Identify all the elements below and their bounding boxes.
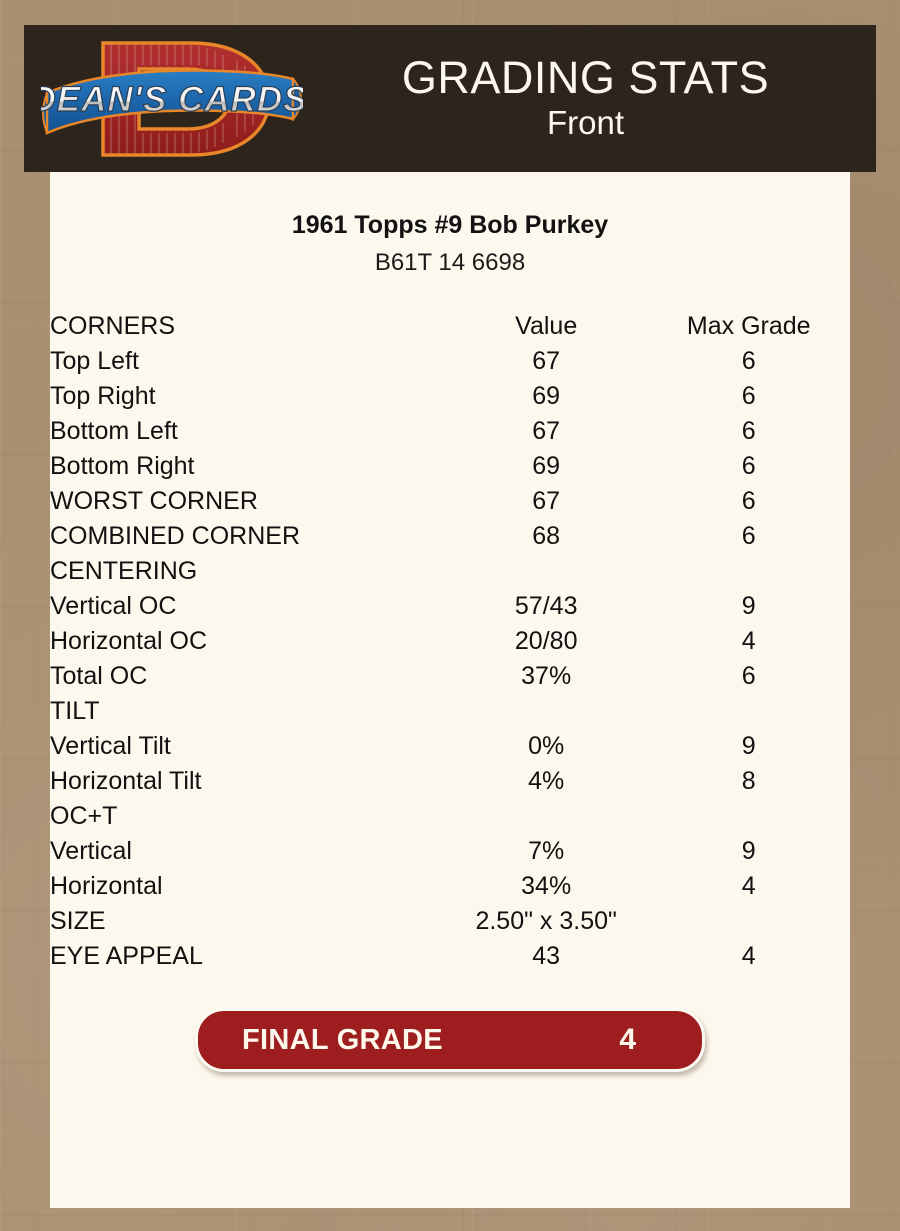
row-value: 34% [521,872,572,900]
logo-banner: DEAN'S CARDS [41,68,303,135]
table-row: Horizontal OC 20/80 4 [50,624,850,659]
final-grade-container: FINAL GRADE 4 [195,1008,705,1072]
table-row: OC+T [50,799,850,834]
row-max-grade: 4 [741,942,756,970]
row-max-grade: 4 [741,872,756,900]
row-value: 0% [528,732,565,760]
page-title: GRADING STATS [401,52,770,104]
table-row: SIZE 2.50" x 3.50" [50,904,850,939]
row-max-grade [647,694,850,729]
column-header-corners: CORNERS [50,312,176,340]
deans-cards-logo-icon: DEAN'S CARDS [41,40,303,157]
table-row: CENTERING [50,554,850,589]
row-max-grade: 6 [741,662,756,690]
row-label: SIZE [50,907,106,935]
row-value: 7% [528,837,565,865]
row-label: CENTERING [50,557,198,585]
table-row: Vertical OC 57/43 9 [50,589,850,624]
row-value [445,554,648,589]
table-row: WORST CORNER 67 6 [50,484,850,519]
row-max-grade: 9 [741,592,756,620]
row-label: Total OC [50,662,148,690]
row-max-grade [647,904,850,939]
table-row: TILT [50,694,850,729]
row-label: Vertical OC [50,592,177,620]
final-grade-value: 4 [619,1023,636,1056]
row-value: 37% [521,662,572,690]
table-row: Horizontal 34% 4 [50,869,850,904]
column-header-value: Value [515,312,578,340]
table-row: Top Right 69 6 [50,379,850,414]
row-value: 67 [532,347,561,375]
card-id: B61T 14 6698 [374,249,526,276]
column-header-max-grade: Max Grade [686,312,811,340]
row-max-grade: 6 [741,522,756,550]
row-value: 67 [532,487,561,515]
row-max-grade [647,554,850,589]
table-header-row: CORNERS Value Max Grade [50,309,850,344]
row-value: 4% [528,767,565,795]
row-label: Top Left [50,347,139,375]
row-max-grade: 6 [741,417,756,445]
table-row: Horizontal Tilt 4% 8 [50,764,850,799]
table-row: Bottom Left 67 6 [50,414,850,449]
row-label: Horizontal Tilt [50,767,202,795]
row-value: 57/43 [514,592,578,620]
row-value: 68 [532,522,561,550]
row-max-grade: 8 [741,767,756,795]
row-label: Bottom Right [50,452,195,480]
row-max-grade [647,799,850,834]
row-value: 69 [532,382,561,410]
row-max-grade: 6 [741,347,756,375]
grading-stats-table: CORNERS Value Max Grade Top Left 67 6 Top R… [50,309,850,974]
header-titles: GRADING STATS Front [303,54,876,143]
page-subtitle: Front [546,103,625,141]
card-title: 1961 Topps #9 Bob Purkey [291,211,609,239]
row-label: Horizontal OC [50,627,207,655]
row-value: 43 [532,942,561,970]
report-header: DEAN'S CARDS GRADING STATS Front [24,25,876,172]
report-sheet: 1961 Topps #9 Bob Purkey B61T 14 6698 CO… [50,172,850,1208]
row-label: TILT [50,697,100,725]
row-max-grade: 6 [741,382,756,410]
row-label: Top Right [50,382,156,410]
table-row: Top Left 67 6 [50,344,850,379]
row-label: COMBINED CORNER [50,522,301,550]
grading-stats-body: CORNERS Value Max Grade Top Left 67 6 Top R… [50,309,850,974]
row-label: OC+T [50,802,118,830]
row-label: Bottom Left [50,417,178,445]
final-grade-label: FINAL GRADE [242,1023,443,1056]
table-row: Vertical Tilt 0% 9 [50,729,850,764]
row-max-grade: 9 [741,837,756,865]
row-max-grade: 9 [741,732,756,760]
row-label: Vertical [50,837,132,865]
row-value: 69 [532,452,561,480]
row-label: Horizontal [50,872,163,900]
table-row: EYE APPEAL 43 4 [50,939,850,974]
table-row: Bottom Right 69 6 [50,449,850,484]
table-row: Total OC 37% 6 [50,659,850,694]
row-max-grade: 6 [741,452,756,480]
row-max-grade: 6 [741,487,756,515]
table-row: Vertical 7% 9 [50,834,850,869]
row-value: 67 [532,417,561,445]
row-value [445,694,648,729]
row-label: EYE APPEAL [50,942,203,970]
deans-cards-logo: DEAN'S CARDS [41,35,303,163]
row-max-grade: 4 [741,627,756,655]
row-value: 20/80 [514,627,578,655]
table-row: COMBINED CORNER 68 6 [50,519,850,554]
final-grade-bar: FINAL GRADE 4 [195,1008,705,1072]
row-value: 2.50" x 3.50" [475,907,617,935]
row-label: Vertical Tilt [50,732,171,760]
logo-banner-text: DEAN'S CARDS [41,80,303,119]
row-label: WORST CORNER [50,487,258,515]
row-value [445,799,648,834]
